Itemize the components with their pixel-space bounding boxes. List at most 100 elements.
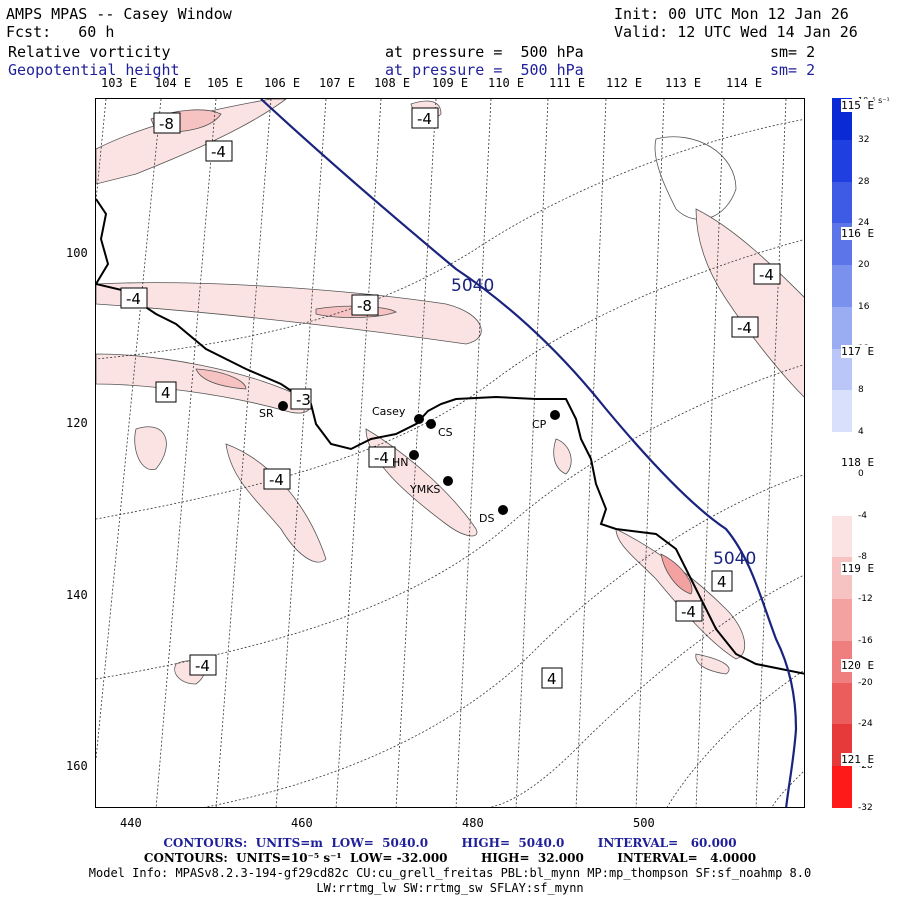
vort-label: -4 (269, 471, 284, 489)
colorbar-tick-label: 4 (858, 427, 864, 438)
lon-label: 104 E (155, 76, 192, 90)
lon-label: 111 E (549, 76, 586, 90)
stations: Casey CS SR HN YMKS DS CP (259, 401, 560, 525)
colorbar-tick-label: 32 (858, 134, 870, 145)
vort-label: -3 (296, 391, 311, 409)
map-canvas: 5040 5040 -8 -4 -4 -4 -8 -4 4 -3 -4 -4 -… (96, 99, 804, 807)
lon-label-right: 121 E (841, 753, 875, 766)
vort-label: 4 (717, 573, 727, 591)
colorbar-tick-label: -12 (858, 594, 873, 605)
colorbar-segment (832, 265, 852, 308)
height-contour-5040 (260, 99, 798, 807)
station-label: Casey (372, 405, 406, 418)
colorbar (832, 98, 852, 809)
colorbar-tick-label: -24 (858, 719, 873, 730)
field2-level: at pressure = 500 hPa (385, 61, 584, 79)
height-contour-info: CONTOURS: UNITS=m LOW= 5040.0 HIGH= 5040… (163, 836, 737, 850)
vort-label: -8 (159, 115, 174, 133)
y-tick-label: 160 (66, 759, 88, 773)
lon-label-right: 115 E (841, 99, 875, 112)
y-tick-label: 120 (66, 416, 88, 430)
lon-label: 114 E (726, 76, 763, 90)
x-tick-label: 460 (291, 816, 313, 830)
vort-label: -4 (681, 603, 696, 621)
vort-label: -4 (211, 143, 226, 161)
colorbar-tick-label: 0 (858, 468, 864, 479)
lon-label: 112 E (606, 76, 643, 90)
vort-label: -4 (126, 290, 141, 308)
station-marker (414, 414, 424, 424)
lon-label: 105 E (207, 76, 244, 90)
x-tick-label: 440 (120, 816, 142, 830)
vort-label: -8 (357, 297, 372, 315)
colorbar-tick-label: 16 (858, 301, 870, 312)
station-label: DS (479, 512, 494, 525)
station-marker (409, 450, 419, 460)
colorbar-segment (832, 766, 852, 809)
map-title: AMPS MPAS -- Casey Window (6, 5, 232, 23)
y-tick-label: 140 (66, 588, 88, 602)
colorbar-tick-label: 24 (858, 218, 870, 229)
vort-contour-info: CONTOURS: UNITS=10⁻⁵ s⁻¹ LOW= -32.000 HI… (143, 851, 757, 865)
model-info-2: LW:rrtmg_lw SW:rrtmg_sw SFLAY:sf_mynn (316, 881, 584, 895)
vort-label: 4 (161, 384, 171, 402)
colorbar-segment (832, 348, 852, 391)
lon-label: 107 E (319, 76, 356, 90)
lon-label: 110 E (488, 76, 525, 90)
station-marker (443, 476, 453, 486)
field1-level: at pressure = 500 hPa (385, 43, 584, 61)
field1-name: Relative vorticity (8, 43, 171, 61)
colorbar-tick-label: -16 (858, 635, 873, 646)
lon-label: 109 E (432, 76, 469, 90)
field2-smooth: sm= 2 (770, 61, 816, 79)
station-marker (550, 410, 560, 420)
coastline (96, 198, 804, 675)
vort-label: -4 (759, 266, 774, 284)
x-tick-label: 480 (462, 816, 484, 830)
x-tick-label: 500 (633, 816, 655, 830)
lon-label: 113 E (665, 76, 702, 90)
vorticity-shading (96, 99, 804, 685)
vort-label: -4 (417, 110, 432, 128)
colorbar-tick-label: -20 (858, 677, 873, 688)
colorbar-tick-label: 28 (858, 176, 870, 187)
station-marker (498, 505, 508, 515)
station-label: SR (259, 407, 274, 420)
vorticity-labels: -8 -4 -4 -4 -8 -4 4 -3 -4 -4 -4 4 -4 -4 … (120, 107, 781, 689)
height-label: 5040 (713, 549, 756, 569)
colorbar-tick-label: -4 (858, 510, 867, 521)
colorbar-segment (832, 515, 852, 558)
station-label: CP (532, 418, 547, 431)
lon-label-right: 120 E (841, 659, 875, 672)
vort-label: -4 (195, 657, 210, 675)
station-label: HN (392, 456, 409, 469)
colorbar-segment (832, 181, 852, 224)
station-label: CS (438, 426, 453, 439)
field2-name: Geopotential height (8, 61, 180, 79)
lon-label: 108 E (374, 76, 411, 90)
graticule (96, 99, 804, 807)
lon-label: 103 E (101, 76, 138, 90)
lon-label-right: 117 E (841, 345, 875, 358)
map-panel: 5040 5040 -8 -4 -4 -4 -8 -4 4 -3 -4 -4 -… (95, 98, 805, 808)
vort-label: 4 (547, 670, 557, 688)
colorbar-segment (832, 306, 852, 350)
height-label: 5040 (451, 276, 494, 296)
forecast-hour: Fcst: 60 h (6, 23, 115, 41)
model-info: Model Info: MPASv8.2.3-194-gf29cd82c CU:… (88, 866, 812, 880)
field1-smooth: sm= 2 (770, 43, 816, 61)
vort-label: -4 (737, 319, 752, 337)
y-tick-label: 100 (66, 246, 88, 260)
colorbar-segment (832, 599, 852, 642)
colorbar-segment (832, 139, 852, 182)
init-time: Init: 00 UTC Mon 12 Jan 26 (614, 5, 849, 23)
lon-label-right: 119 E (841, 562, 875, 575)
colorbar-segment (832, 682, 852, 725)
colorbar-segment (832, 473, 852, 517)
colorbar-segment (832, 390, 852, 433)
colorbar-tick-label: -28 (858, 761, 873, 772)
station-label: YMKS (409, 483, 440, 496)
station-marker (278, 401, 288, 411)
lon-label-right: 118 E (841, 456, 875, 469)
valid-time: Valid: 12 UTC Wed 14 Jan 26 (614, 23, 858, 41)
